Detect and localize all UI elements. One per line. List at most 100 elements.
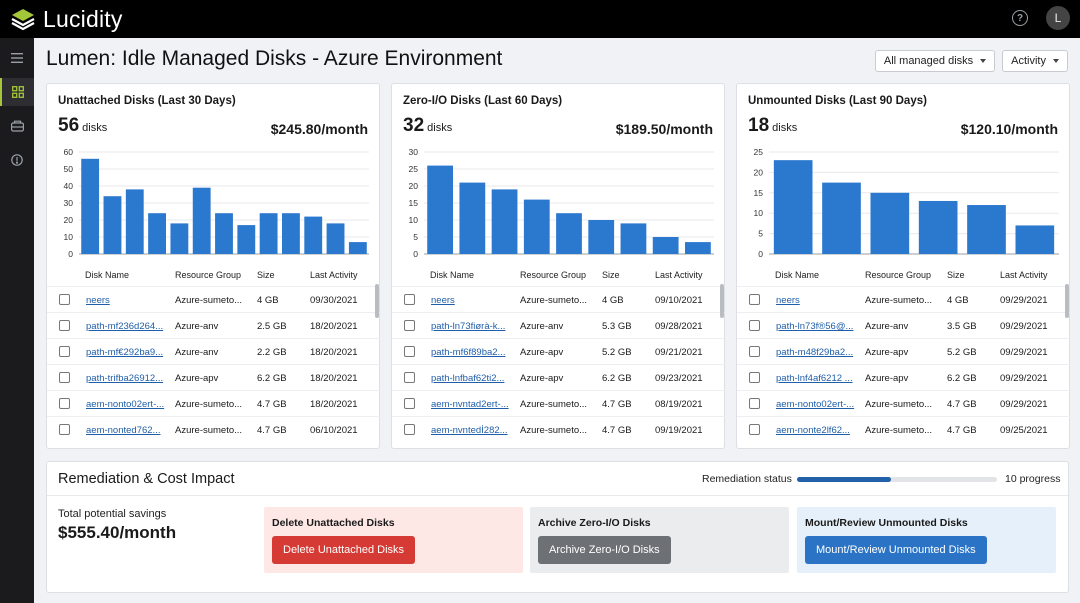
- chart-bar[interactable]: [491, 189, 518, 254]
- action-button[interactable]: Mount/Review Unmounted Disks: [805, 536, 987, 564]
- col-size[interactable]: Size: [947, 270, 965, 280]
- col-last-activity[interactable]: Last Activity: [1000, 270, 1048, 280]
- disk-name-link[interactable]: path-trifba26912...: [86, 373, 164, 384]
- table-row[interactable]: path-trifba26912... Azure-apv 6.2 GB 18/…: [47, 364, 381, 390]
- row-checkbox[interactable]: [59, 320, 70, 331]
- row-checkbox[interactable]: [404, 294, 415, 305]
- row-checkbox[interactable]: [749, 398, 760, 409]
- col-last-activity[interactable]: Last Activity: [655, 270, 703, 280]
- chart-bar[interactable]: [459, 182, 486, 254]
- row-checkbox[interactable]: [404, 320, 415, 331]
- action-button[interactable]: Delete Unattached Disks: [272, 536, 416, 564]
- chart-bar[interactable]: [326, 223, 345, 254]
- disk-name-link[interactable]: aem-nonto02ert-...: [86, 399, 165, 410]
- row-checkbox[interactable]: [59, 346, 70, 357]
- disk-name-link[interactable]: path-mf236d264...: [86, 321, 164, 332]
- row-checkbox[interactable]: [59, 398, 70, 409]
- chart-bar[interactable]: [148, 213, 166, 254]
- table-row[interactable]: aem-nonto02ert-... Azure-sumeto... 4.7 G…: [737, 390, 1071, 416]
- table-row[interactable]: path-mf236d264... Azure-anv 2.5 GB 18/20…: [47, 312, 381, 338]
- row-checkbox[interactable]: [749, 346, 760, 357]
- col-disk-name[interactable]: Disk Name: [85, 270, 130, 280]
- table-row[interactable]: path-m48f29ba2... Azure-apv 5.2 GB 09/29…: [737, 338, 1071, 364]
- table-scrollbar[interactable]: [720, 284, 724, 318]
- disk-name-link[interactable]: aem-nonto02ert-...: [776, 399, 855, 410]
- disk-name-link[interactable]: aem-nonted762...: [86, 425, 161, 436]
- disk-name-link[interactable]: aem-nonte2lf62...: [776, 425, 850, 436]
- chart-bar[interactable]: [304, 216, 323, 254]
- chart-bar[interactable]: [556, 213, 582, 254]
- disk-name-link[interactable]: path-mf€292ba9...: [86, 347, 164, 358]
- table-row[interactable]: path-lnfbaf62ti2... Azure-apv 6.2 GB 09/…: [392, 364, 726, 390]
- chart-bar[interactable]: [652, 237, 679, 254]
- action-button[interactable]: Archive Zero-I/O Disks: [538, 536, 671, 564]
- row-checkbox[interactable]: [59, 372, 70, 383]
- user-avatar[interactable]: L: [1046, 6, 1070, 30]
- table-row[interactable]: aem-nonted762... Azure-sumeto... 4.7 GB …: [47, 416, 381, 442]
- disk-name-link[interactable]: aem-nvntad2ert-...: [431, 399, 509, 410]
- disk-table[interactable]: neers Azure-sumeto... 4 GB 09/30/2021 pa…: [47, 286, 381, 442]
- table-row[interactable]: aem-nonto02ert-... Azure-sumeto... 4.7 G…: [47, 390, 381, 416]
- chart-bar[interactable]: [348, 242, 367, 254]
- row-checkbox[interactable]: [59, 294, 70, 305]
- table-row[interactable]: aem-nonte2lf62... Azure-sumeto... 4.7 GB…: [737, 416, 1071, 442]
- table-row[interactable]: neers Azure-sumeto... 4 GB 09/30/2021: [47, 286, 381, 312]
- scope-dropdown[interactable]: All managed disks: [874, 50, 996, 72]
- col-resource-group[interactable]: Resource Group: [520, 270, 587, 280]
- table-row[interactable]: path-lnf4af6212 ... Azure-apv 6.2 GB 09/…: [737, 364, 1071, 390]
- chart-bar[interactable]: [125, 189, 144, 254]
- disks-icon[interactable]: [0, 112, 34, 140]
- chart-bar[interactable]: [427, 165, 453, 254]
- view-dropdown[interactable]: Activity: [1002, 50, 1068, 72]
- chart-bar[interactable]: [773, 160, 813, 254]
- disk-name-link[interactable]: aem-nvntedİ282...: [431, 425, 508, 436]
- row-checkbox[interactable]: [749, 424, 760, 435]
- table-row[interactable]: neers Azure-sumeto... 4 GB 09/29/2021: [737, 286, 1071, 312]
- row-checkbox[interactable]: [59, 424, 70, 435]
- chart-bar[interactable]: [259, 213, 278, 254]
- row-checkbox[interactable]: [404, 398, 415, 409]
- chart-bar[interactable]: [822, 182, 861, 254]
- table-scrollbar[interactable]: [375, 284, 379, 318]
- chart-bar[interactable]: [1015, 225, 1055, 254]
- table-row[interactable]: path-mf€292ba9... Azure-anv 2.2 GB 18/20…: [47, 338, 381, 364]
- table-row[interactable]: path-ln73fiørà-k... Azure-anv 5.3 GB 09/…: [392, 312, 726, 338]
- table-scrollbar[interactable]: [1065, 284, 1069, 318]
- col-size[interactable]: Size: [257, 270, 275, 280]
- col-resource-group[interactable]: Resource Group: [865, 270, 932, 280]
- row-checkbox[interactable]: [749, 320, 760, 331]
- info-icon[interactable]: [0, 146, 34, 174]
- col-disk-name[interactable]: Disk Name: [775, 270, 820, 280]
- disk-name-link[interactable]: path-lnfbaf62ti2...: [431, 373, 505, 384]
- disk-name-link[interactable]: path-ln73f®56@...: [776, 321, 854, 332]
- disk-name-link[interactable]: neers: [776, 295, 800, 306]
- chart-bar[interactable]: [918, 200, 958, 254]
- disk-name-link[interactable]: path-lnf4af6212 ...: [776, 373, 853, 384]
- chart-bar[interactable]: [81, 158, 100, 254]
- disk-name-link[interactable]: neers: [86, 295, 110, 306]
- chart-bar[interactable]: [685, 242, 711, 254]
- chart-bar[interactable]: [523, 199, 550, 254]
- table-row[interactable]: aem-nvntedİ282... Azure-sumeto... 4.7 GB…: [392, 416, 726, 442]
- row-checkbox[interactable]: [404, 346, 415, 357]
- chart-bar[interactable]: [103, 196, 122, 254]
- col-resource-group[interactable]: Resource Group: [175, 270, 242, 280]
- chart-bar[interactable]: [215, 213, 233, 254]
- disk-table[interactable]: neers Azure-sumeto... 4 GB 09/29/2021 pa…: [737, 286, 1071, 442]
- table-row[interactable]: path-mf6f89ba2... Azure-apv 5.2 GB 09/21…: [392, 338, 726, 364]
- chart-bar[interactable]: [192, 187, 211, 254]
- table-row[interactable]: path-ln73f®56@... Azure-anv 3.5 GB 09/29…: [737, 312, 1071, 338]
- row-checkbox[interactable]: [404, 424, 415, 435]
- disk-name-link[interactable]: path-m48f29ba2...: [776, 347, 854, 358]
- chart-bar[interactable]: [282, 213, 300, 254]
- chart-bar[interactable]: [170, 223, 189, 254]
- dashboard-icon[interactable]: [0, 78, 34, 106]
- chart-bar[interactable]: [237, 225, 256, 254]
- col-size[interactable]: Size: [602, 270, 620, 280]
- chart-bar[interactable]: [870, 192, 910, 254]
- chart-bar[interactable]: [588, 220, 615, 254]
- disk-name-link[interactable]: path-ln73fiørà-k...: [431, 321, 506, 332]
- row-checkbox[interactable]: [404, 372, 415, 383]
- brand-logo[interactable]: Lucidity: [10, 6, 123, 33]
- chart-bar[interactable]: [620, 223, 647, 254]
